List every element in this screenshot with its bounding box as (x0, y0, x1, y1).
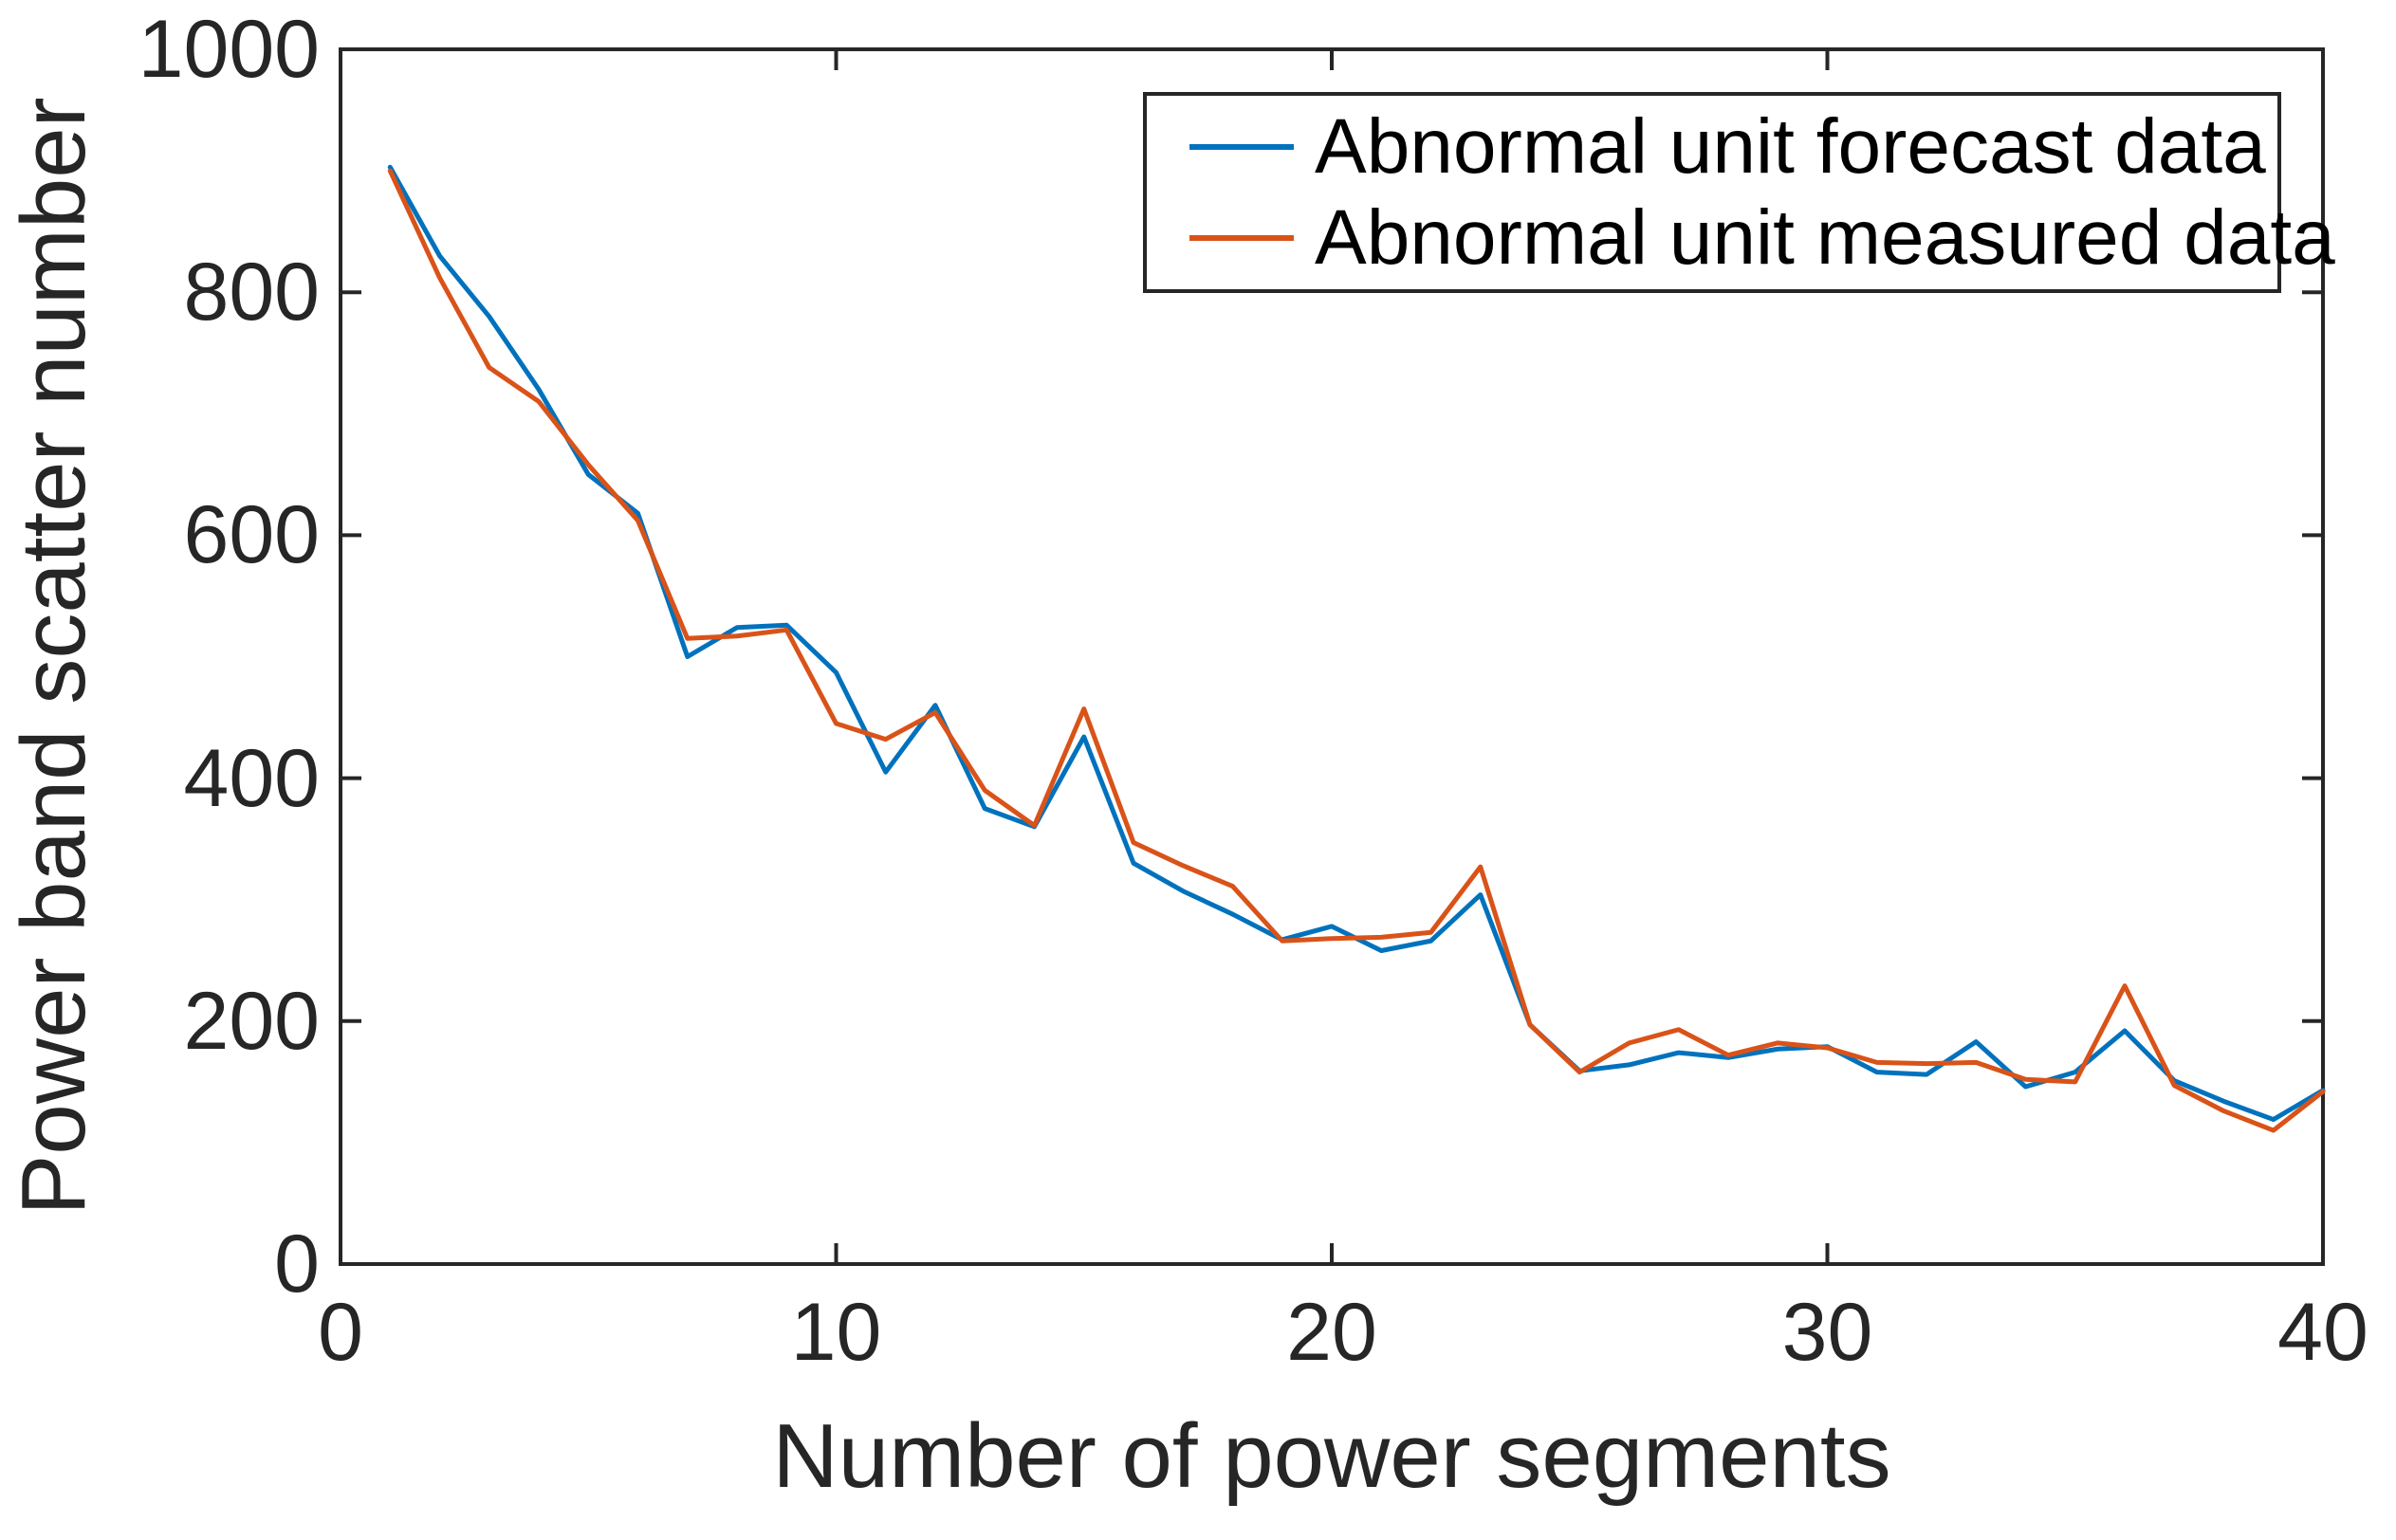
legend: Abnormal unit forecast data Abnormal uni… (1143, 92, 2335, 293)
legend-row-forecast: Abnormal unit forecast data (1189, 108, 2277, 186)
forecast-series-line (387, 164, 2326, 1123)
forecast-line-sample (1189, 144, 1294, 151)
measured-legend-label: Abnormal unit measured data (1315, 193, 2335, 281)
legend-row-measured: Abnormal unit measured data (1189, 198, 2335, 277)
forecast-legend-label: Abnormal unit forecast data (1315, 103, 2266, 191)
x-axis-label: Number of power segments (772, 1405, 1891, 1507)
y-axis-label: Power band scatter number (3, 97, 104, 1216)
measured-line-sample (1189, 234, 1294, 241)
measured-series-line (387, 168, 2326, 1133)
